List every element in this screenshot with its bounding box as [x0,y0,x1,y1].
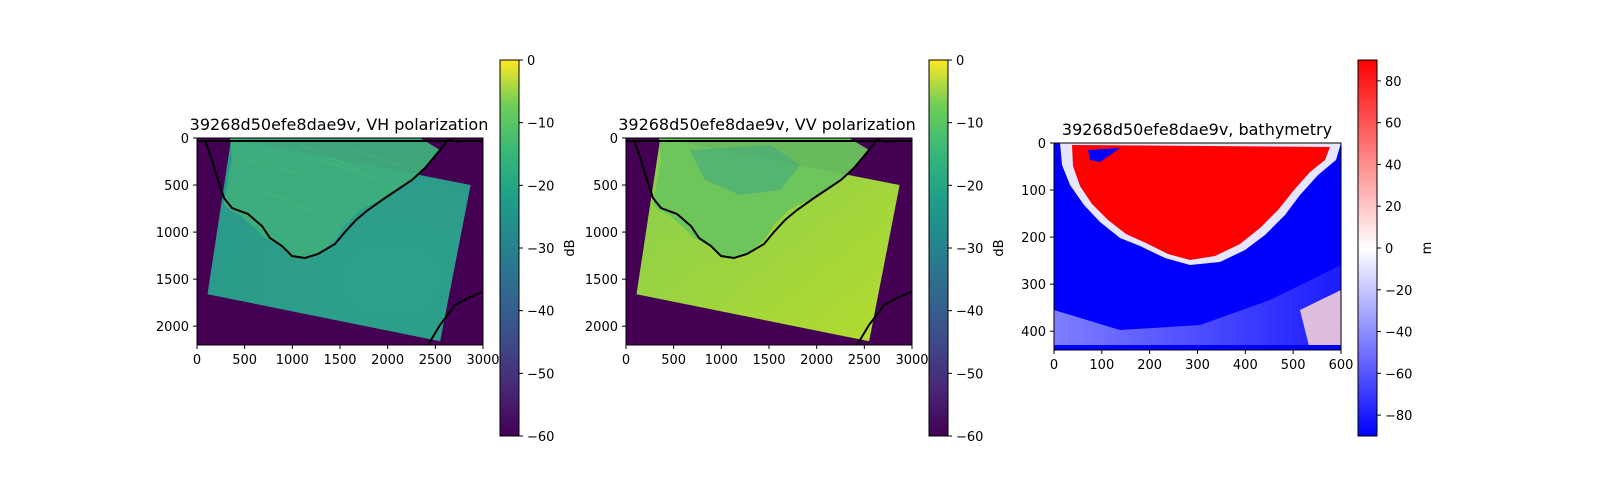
vh-coastline-se [427,291,483,345]
x-tick-label: 0 [1050,358,1058,373]
colorbar-tick-label: −60 [1385,367,1412,382]
vh-title: 39268d50efe8dae9v, VH polarization [190,115,489,134]
colorbar-tick-label: 20 [1385,200,1402,215]
x-tick-label: 400 [1233,358,1258,373]
x-tick-label: 3000 [466,353,499,368]
vv-title: 39268d50efe8dae9v, VV polarization [618,115,916,134]
x-tick-label: 1000 [705,353,738,368]
x-tick-label: 0 [193,353,201,368]
x-tick-label: 1500 [323,353,356,368]
colorbar-tick-label: −50 [527,367,554,382]
y-tick-label: 400 [1021,325,1046,340]
y-tick-label: 500 [593,179,618,194]
y-tick-label: 2000 [156,320,189,335]
y-tick-label: 500 [164,179,189,194]
colorbar-tick-label: 0 [956,54,964,69]
vv-coastline [633,138,890,260]
x-tick-label: 500 [232,353,257,368]
colorbar-tick-label: −20 [527,179,554,194]
x-tick-label: 300 [1185,358,1210,373]
colorbar-tick-label: −40 [1385,326,1412,341]
y-tick-label: 200 [1021,231,1046,246]
y-tick-label: 0 [1038,137,1046,152]
y-tick-label: 2000 [585,320,618,335]
x-tick-label: 3000 [895,353,928,368]
colorbar-tick-label: −50 [956,367,983,382]
colorbar-tick-label: −20 [956,179,983,194]
vh-colorbar [499,59,520,437]
vv-panel: 39268d50efe8dae9v, VV polarization 0 500 1… [585,54,1007,445]
y-tick-label: 100 [1021,184,1046,199]
colorbar-tick-label: 60 [1385,117,1402,132]
x-tick-label: 1000 [276,353,309,368]
vh-land-texture [249,144,401,211]
vv-colorbar-label: dB [992,239,1007,256]
colorbar-tick-label: −30 [527,242,554,257]
x-tick-label: 100 [1089,358,1114,373]
x-tick-label: 2000 [800,353,833,368]
colorbar-tick-label: 40 [1385,158,1402,173]
colorbar-tick-label: −30 [956,242,983,257]
x-tick-label: 2500 [848,353,881,368]
bathymetry-land [1072,145,1330,260]
bathymetry-shallow-se [1300,290,1341,350]
x-tick-label: 2500 [419,353,452,368]
colorbar-tick-label: −10 [956,117,983,132]
x-tick-label: 0 [622,353,630,368]
colorbar-tick-label: 0 [1385,242,1393,257]
x-tick-label: 200 [1137,358,1162,373]
colorbar-tick-label: −80 [1385,409,1412,424]
bathymetry-panel: 39268d50efe8dae9v, bathymetry 0 100 200 300… [1021,59,1435,437]
vh-coastline [204,138,461,260]
vv-colorbar [928,59,949,437]
vv-land-dark [690,145,800,195]
bathymetry-colorbar-label: m [1420,242,1435,255]
bathymetry-title: 39268d50efe8dae9v, bathymetry [1062,120,1332,139]
y-tick-label: 300 [1021,278,1046,293]
x-tick-label: 600 [1329,358,1354,373]
x-tick-label: 500 [661,353,686,368]
y-tick-label: 1000 [156,226,189,241]
y-tick-label: 1500 [585,273,618,288]
vh-panel: 39268d50efe8dae9v, VH polarization 0 500 1… [156,54,578,445]
colorbar-tick-label: −40 [527,305,554,320]
colorbar-tick-label: −60 [527,430,554,445]
bathymetry-bottom-strip [1054,345,1341,350]
colorbar-tick-label: −40 [956,305,983,320]
y-tick-label: 1500 [156,273,189,288]
x-tick-label: 2000 [371,353,404,368]
colorbar-tick-label: 80 [1385,75,1402,90]
bathymetry-fjord [1088,148,1120,162]
bathymetry-colorbar [1357,59,1378,437]
colorbar-tick-label: −60 [956,430,983,445]
colorbar-tick-label: −10 [527,117,554,132]
y-tick-label: 1000 [585,226,618,241]
colorbar-tick-label: −20 [1385,284,1412,299]
x-tick-label: 1500 [752,353,785,368]
vh-colorbar-label: dB [563,239,578,256]
x-tick-label: 500 [1281,358,1306,373]
vv-coastline-se [856,291,912,345]
y-tick-label: 0 [610,132,618,147]
bathymetry-shallow-band [1054,265,1341,350]
y-tick-label: 0 [181,132,189,147]
colorbar-tick-label: 0 [527,54,535,69]
